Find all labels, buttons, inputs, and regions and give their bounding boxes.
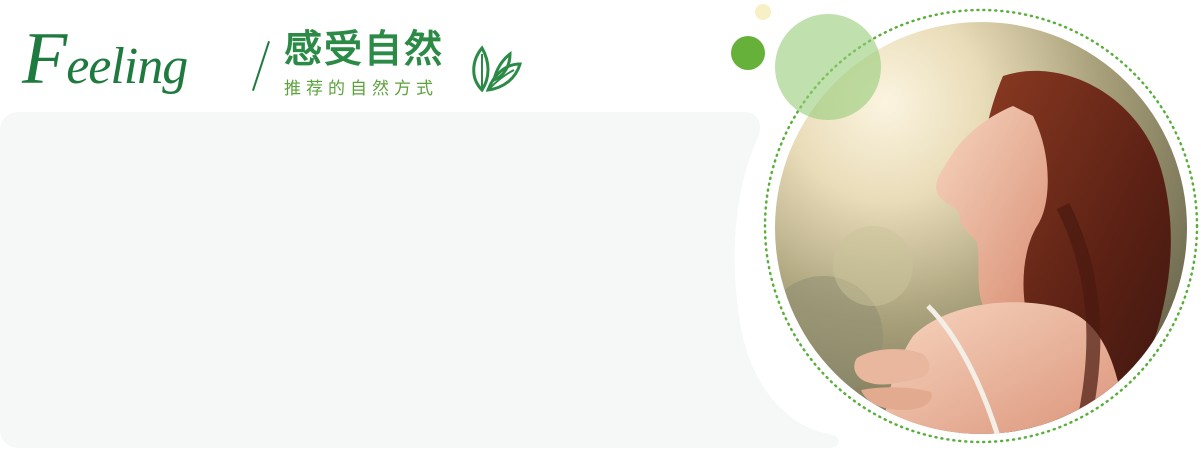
decor-dot-small (731, 36, 765, 70)
feeling-initial: F (22, 18, 67, 100)
decor-bubble-large (775, 14, 881, 120)
page-title: 感受自然 (284, 27, 445, 71)
feeling-title: Feeling (22, 22, 188, 96)
title-divider (252, 40, 270, 92)
section-header: Feeling 感受自然 推荐的自然方式 (22, 22, 542, 112)
leaf-icon (472, 45, 522, 93)
decor-dot-tiny (755, 4, 771, 20)
feeling-rest: eeling (66, 38, 188, 95)
photo-circle (763, 8, 1199, 444)
content-card (0, 112, 839, 448)
page-subtitle: 推荐的自然方式 (284, 79, 438, 99)
